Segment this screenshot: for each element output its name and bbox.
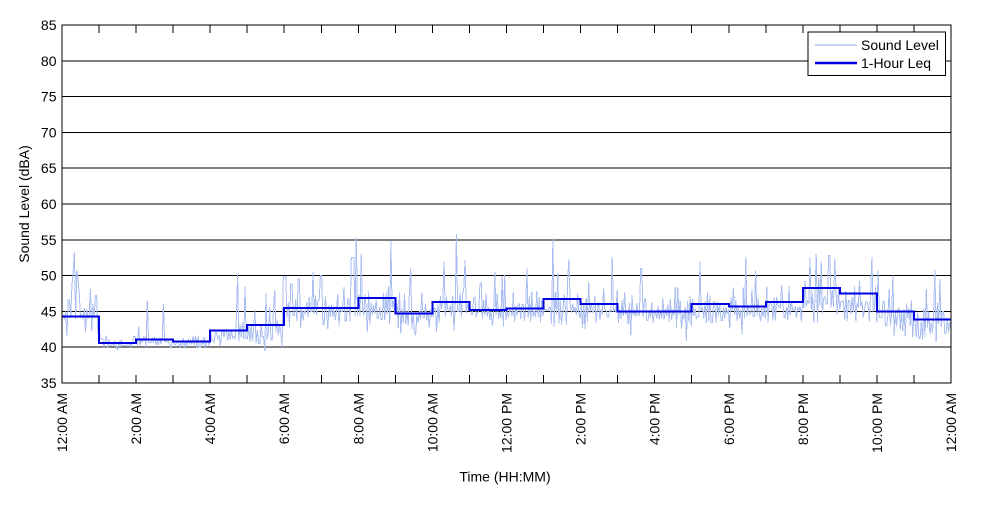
svg-text:70: 70 (41, 124, 57, 140)
svg-text:2:00 PM: 2:00 PM (573, 393, 589, 445)
svg-text:8:00 PM: 8:00 PM (795, 393, 811, 445)
svg-text:Sound Level: Sound Level (861, 37, 939, 53)
svg-text:60: 60 (41, 196, 57, 212)
svg-text:6:00 PM: 6:00 PM (721, 393, 737, 445)
svg-text:2:00 AM: 2:00 AM (128, 393, 144, 444)
svg-text:8:00 AM: 8:00 AM (350, 393, 366, 444)
svg-text:4:00 PM: 4:00 PM (647, 393, 663, 445)
svg-text:Sound Level (dBA): Sound Level (dBA) (16, 145, 32, 263)
svg-text:Time (HH:MM): Time (HH:MM) (459, 469, 550, 485)
svg-text:85: 85 (41, 17, 57, 33)
svg-text:12:00 AM: 12:00 AM (943, 393, 959, 452)
svg-text:80: 80 (41, 53, 57, 69)
svg-text:12:00 PM: 12:00 PM (499, 393, 515, 453)
svg-text:1-Hour Leq: 1-Hour Leq (861, 55, 931, 71)
svg-text:12:00 AM: 12:00 AM (54, 393, 70, 452)
svg-text:55: 55 (41, 232, 57, 248)
svg-text:40: 40 (41, 339, 57, 355)
svg-text:10:00 PM: 10:00 PM (869, 393, 885, 453)
svg-text:4:00 AM: 4:00 AM (202, 393, 218, 444)
svg-text:65: 65 (41, 160, 57, 176)
svg-text:75: 75 (41, 89, 57, 105)
svg-text:50: 50 (41, 268, 57, 284)
svg-text:6:00 AM: 6:00 AM (276, 393, 292, 444)
svg-text:45: 45 (41, 303, 57, 319)
svg-text:10:00 AM: 10:00 AM (424, 393, 440, 452)
svg-text:35: 35 (41, 375, 57, 391)
